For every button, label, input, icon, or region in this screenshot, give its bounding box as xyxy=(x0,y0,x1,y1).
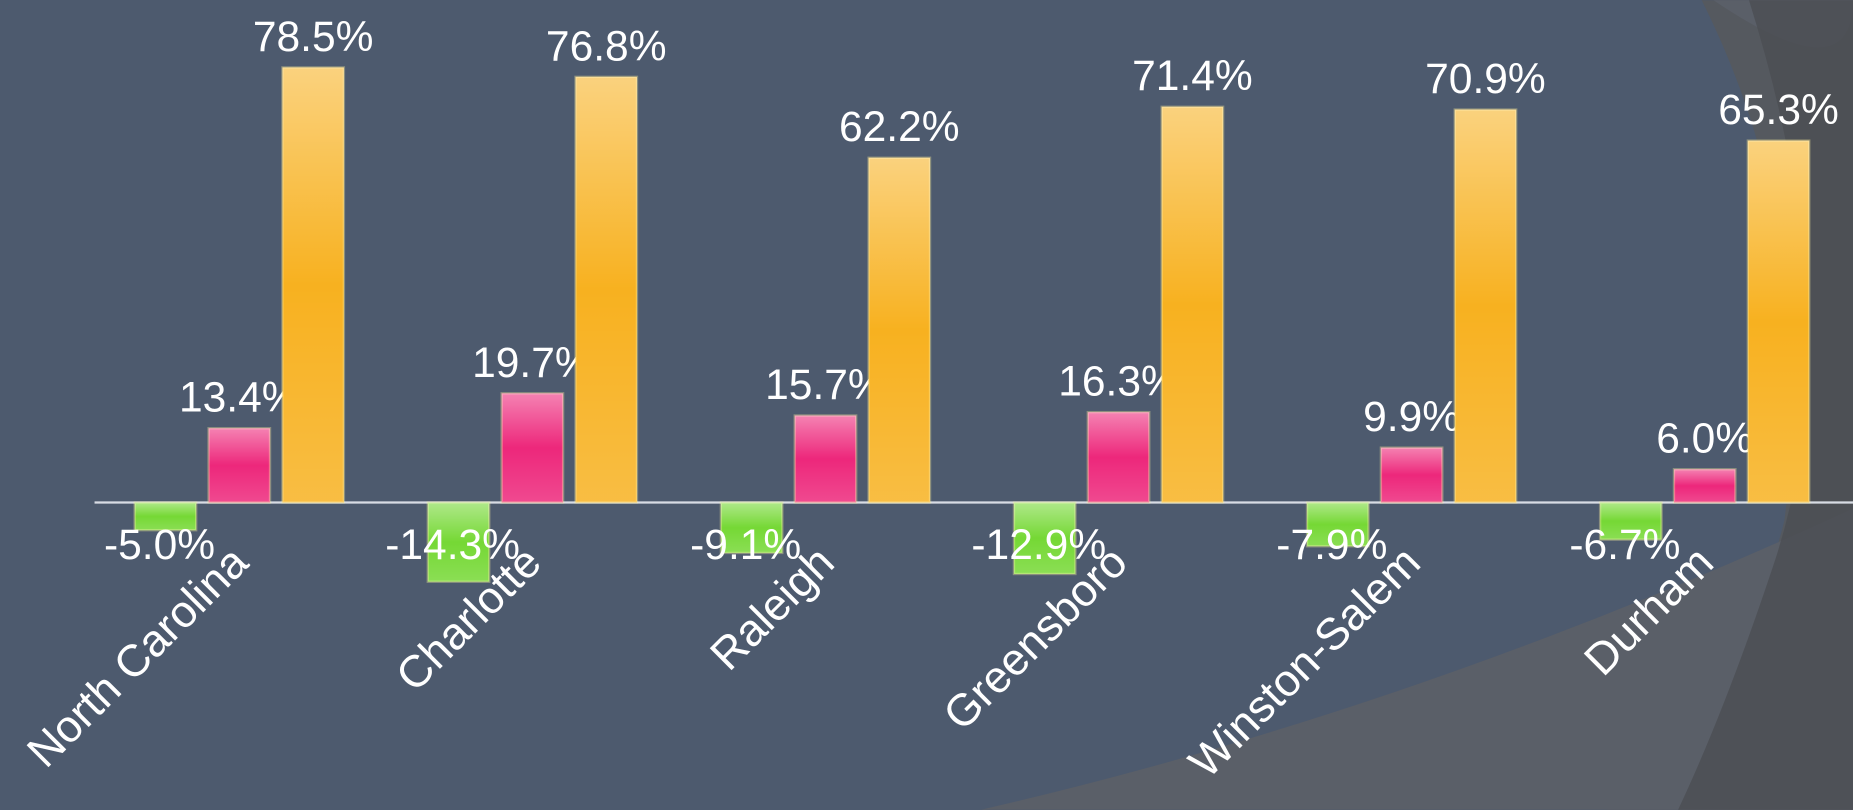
data-label: -6.7% xyxy=(1569,521,1680,569)
data-label: 62.2% xyxy=(839,103,960,151)
data-label: 6.0% xyxy=(1656,415,1753,463)
data-label: 71.4% xyxy=(1132,52,1253,100)
data-label: -9.1% xyxy=(690,521,801,569)
data-label: 19.7% xyxy=(472,339,593,387)
bar-gloss xyxy=(1013,502,1076,574)
bar-gloss xyxy=(1454,109,1517,503)
bar-gloss xyxy=(720,502,783,553)
data-label: 70.9% xyxy=(1425,55,1546,103)
bar-gloss xyxy=(501,393,564,503)
bar-gloss xyxy=(868,157,931,503)
data-label: 65.3% xyxy=(1718,86,1839,134)
bar-gloss xyxy=(1307,502,1369,547)
data-label: 15.7% xyxy=(765,361,886,409)
bar-gloss xyxy=(1600,502,1662,540)
bar-gloss xyxy=(134,502,197,531)
data-label: 13.4% xyxy=(179,374,300,422)
bar-gloss xyxy=(1087,412,1150,503)
data-label: 78.5% xyxy=(253,13,374,61)
data-label: -12.9% xyxy=(971,521,1106,569)
data-label: 16.3% xyxy=(1058,358,1179,406)
bar-gloss xyxy=(427,502,490,582)
bar-gloss xyxy=(1380,447,1443,503)
data-label: -5.0% xyxy=(104,521,215,569)
bar-gloss xyxy=(794,415,857,503)
bar-gloss xyxy=(208,428,271,503)
data-label: 9.9% xyxy=(1363,393,1460,441)
background-arc xyxy=(980,0,1853,810)
data-label: -14.3% xyxy=(385,521,520,569)
bar-gloss xyxy=(1161,106,1224,503)
data-label: 76.8% xyxy=(546,22,667,70)
bar-gloss xyxy=(1747,140,1810,503)
bar-gloss xyxy=(575,76,637,503)
bar-gloss xyxy=(282,67,344,503)
data-label: -7.9% xyxy=(1276,521,1387,569)
bar-gloss xyxy=(1673,469,1736,503)
